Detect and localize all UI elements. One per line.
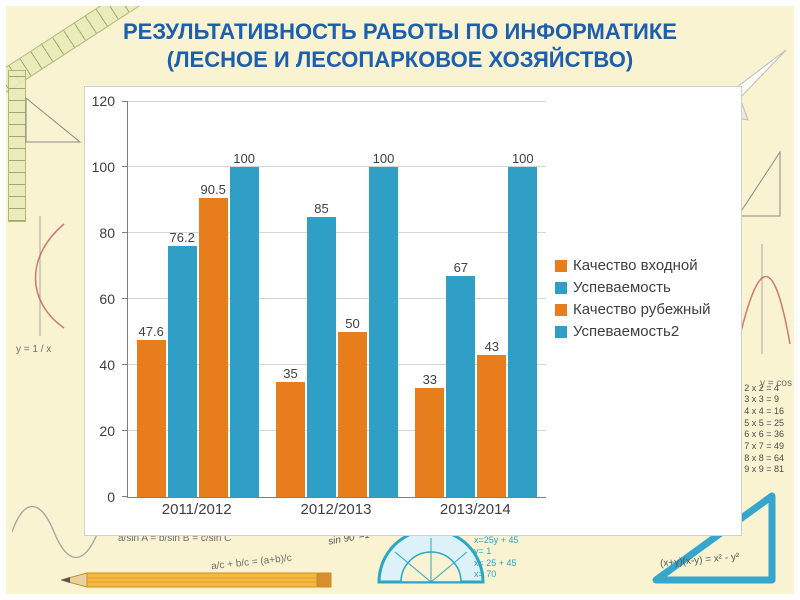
legend-item: Успеваемость2: [555, 323, 737, 340]
bar-column: 90.5: [198, 101, 228, 497]
legend-swatch: [555, 259, 567, 272]
bar: [167, 245, 197, 497]
gridline: [128, 430, 546, 432]
x-axis-labels: 2011/2012 2012/2013 2013/2014: [127, 501, 545, 518]
curve-plot-icon: [737, 244, 791, 354]
bar-value-label: 50: [345, 316, 360, 331]
legend-label: Успеваемость2: [573, 323, 680, 340]
bar: [415, 388, 445, 497]
bar-value-label: 100: [511, 151, 534, 166]
triangle-icon: [25, 96, 82, 143]
legend-swatch: [555, 303, 567, 316]
bar-column: 35: [275, 101, 305, 497]
legend-label: Качество входной: [573, 257, 698, 274]
law-of-sines-doodle: a/sin A = b/sin B = c/sin C: [118, 533, 232, 544]
bar-group: 47.6 76.2 90.5 100: [128, 101, 267, 497]
legend-swatch: [555, 281, 567, 294]
bar-column: 47.6: [136, 101, 166, 497]
bar: [477, 355, 507, 497]
bar-chart: 0 20 40 60 80 100 120 47.6 76.2 90.5 100 35 85 50 100…: [84, 86, 742, 536]
cosine-doodle: y = cos: [760, 378, 792, 389]
y-tick-label: 100: [91, 159, 115, 175]
gridline: [128, 298, 546, 299]
slide-title-line1: РЕЗУЛЬТАТИВНОСТЬ РАБОТЫ ПО ИНФОРМАТИКЕ: [123, 19, 677, 44]
legend-item: Успеваемость: [555, 279, 737, 296]
bar-value-label: 33: [422, 372, 438, 388]
pencil-icon: [61, 572, 332, 588]
x-category-label: 2011/2012: [161, 501, 232, 518]
bar-column: 67: [446, 101, 476, 497]
bar-column: 43: [477, 101, 507, 497]
bar-column: 85: [306, 101, 336, 497]
multiplication-table-doodle: 2 x 2 = 4 3 x 3 = 9 4 x 4 = 16 5 x 5 = 2…: [744, 382, 784, 475]
y-tick-label: 60: [99, 291, 115, 307]
bar-value-label: 43: [484, 339, 500, 355]
bar-column: 100: [229, 101, 259, 497]
bar-column: 100: [508, 101, 538, 497]
bar: [229, 167, 259, 497]
legend-swatch: [555, 325, 567, 338]
plot-area: 47.6 76.2 90.5 100 35 85 50 100 33 67 43 100: [122, 101, 546, 498]
bar-value-label: 100: [233, 151, 255, 166]
protractor-icon: [377, 528, 485, 584]
y-axis-tick: [122, 166, 128, 167]
bar-value-label: 47.6: [138, 323, 164, 339]
x-category-label: 2013/2014: [439, 501, 511, 518]
curve-plot-icon: [34, 216, 65, 336]
bar-value-label: 90.5: [200, 182, 226, 198]
bar: [136, 339, 166, 497]
y-axis-tick: [122, 298, 128, 299]
y-tick-label: 20: [99, 423, 115, 440]
bar-value-label: 35: [283, 365, 298, 381]
y-axis-tick: [122, 496, 128, 497]
slide-title-line2: (ЛЕСНОЕ И ЛЕСОПАРКОВОЕ ХОЗЯЙСТВО): [166, 46, 634, 72]
gridline: [128, 101, 546, 102]
x-category-label: 2012/2013: [300, 501, 372, 518]
ruler-icon: [8, 70, 26, 222]
bar: [275, 381, 305, 497]
gridline: [128, 364, 546, 366]
triangle-icon: [737, 150, 781, 217]
bar-value-label: 76.2: [169, 229, 195, 245]
bar-value-label: 85: [314, 200, 329, 216]
y-axis-tick: [122, 430, 128, 432]
inverse-function-doodle: y = 1 / x: [16, 344, 52, 355]
y-tick-label: 120: [91, 93, 115, 109]
bar: [198, 198, 228, 497]
gridline: [128, 232, 546, 234]
y-axis-tick: [122, 101, 128, 102]
y-tick-label: 40: [99, 357, 115, 374]
slide-title: РЕЗУЛЬТАТИВНОСТЬ РАБОТЫ ПО ИНФОРМАТИКЕ (…: [66, 18, 734, 73]
bar: [368, 167, 398, 497]
y-axis-tick: [122, 232, 128, 234]
bar-value-label: 67: [453, 259, 469, 275]
y-tick-label: 80: [99, 225, 115, 242]
bar: [306, 216, 336, 497]
bars-row: 47.6 76.2 90.5 100 35 85 50 100 33 67 43 100: [128, 101, 546, 497]
legend-item: Качество рубежный: [555, 301, 737, 318]
bar: [446, 275, 476, 497]
bar: [337, 332, 367, 497]
bar-group: 35 85 50 100: [267, 101, 406, 497]
bar-column: 33: [415, 101, 445, 497]
set-square-icon: [652, 492, 776, 584]
y-axis-tick: [122, 364, 128, 366]
bar-column: 100: [368, 101, 398, 497]
legend-label: Успеваемость: [573, 279, 671, 296]
bar-value-label: 100: [372, 151, 395, 166]
y-axis: 0 20 40 60 80 100 120: [85, 93, 121, 505]
chart-legend: Качество входной Успеваемость Качество руб…: [555, 252, 737, 345]
bar-column: 76.2: [167, 101, 197, 497]
bar-group: 33 67 43 100: [407, 101, 546, 497]
bar-column: 50: [337, 101, 367, 497]
y-tick-label: 0: [107, 489, 115, 505]
bar: [508, 167, 538, 497]
legend-label: Качество рубежный: [573, 301, 711, 318]
legend-item: Качество входной: [555, 257, 737, 274]
gridline: [128, 166, 546, 167]
